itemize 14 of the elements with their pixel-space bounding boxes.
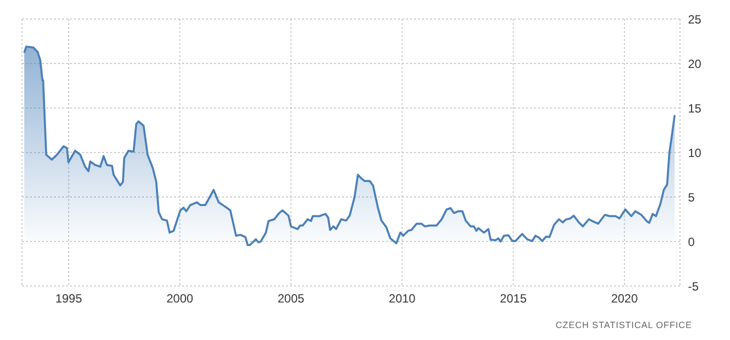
y-tick-label: 0	[688, 234, 695, 249]
x-tick-label: 2005	[278, 292, 305, 306]
y-tick-label: 20	[688, 56, 702, 71]
x-tick-label: 2015	[500, 292, 527, 306]
x-tick-label: 2000	[166, 292, 194, 306]
x-tick-label: 2020	[611, 292, 638, 306]
y-tick-label: 10	[688, 146, 702, 160]
y-tick-label: 15	[688, 101, 702, 116]
y-tick-label: 25	[688, 12, 702, 26]
x-tick-label: 2010	[388, 292, 416, 306]
text: CZECH STATISTICAL OFFICE	[556, 320, 692, 330]
y-tick-label: -5	[688, 279, 699, 294]
x-tick-label: 1995	[55, 292, 82, 306]
y-tick-label: 5	[688, 190, 695, 204]
